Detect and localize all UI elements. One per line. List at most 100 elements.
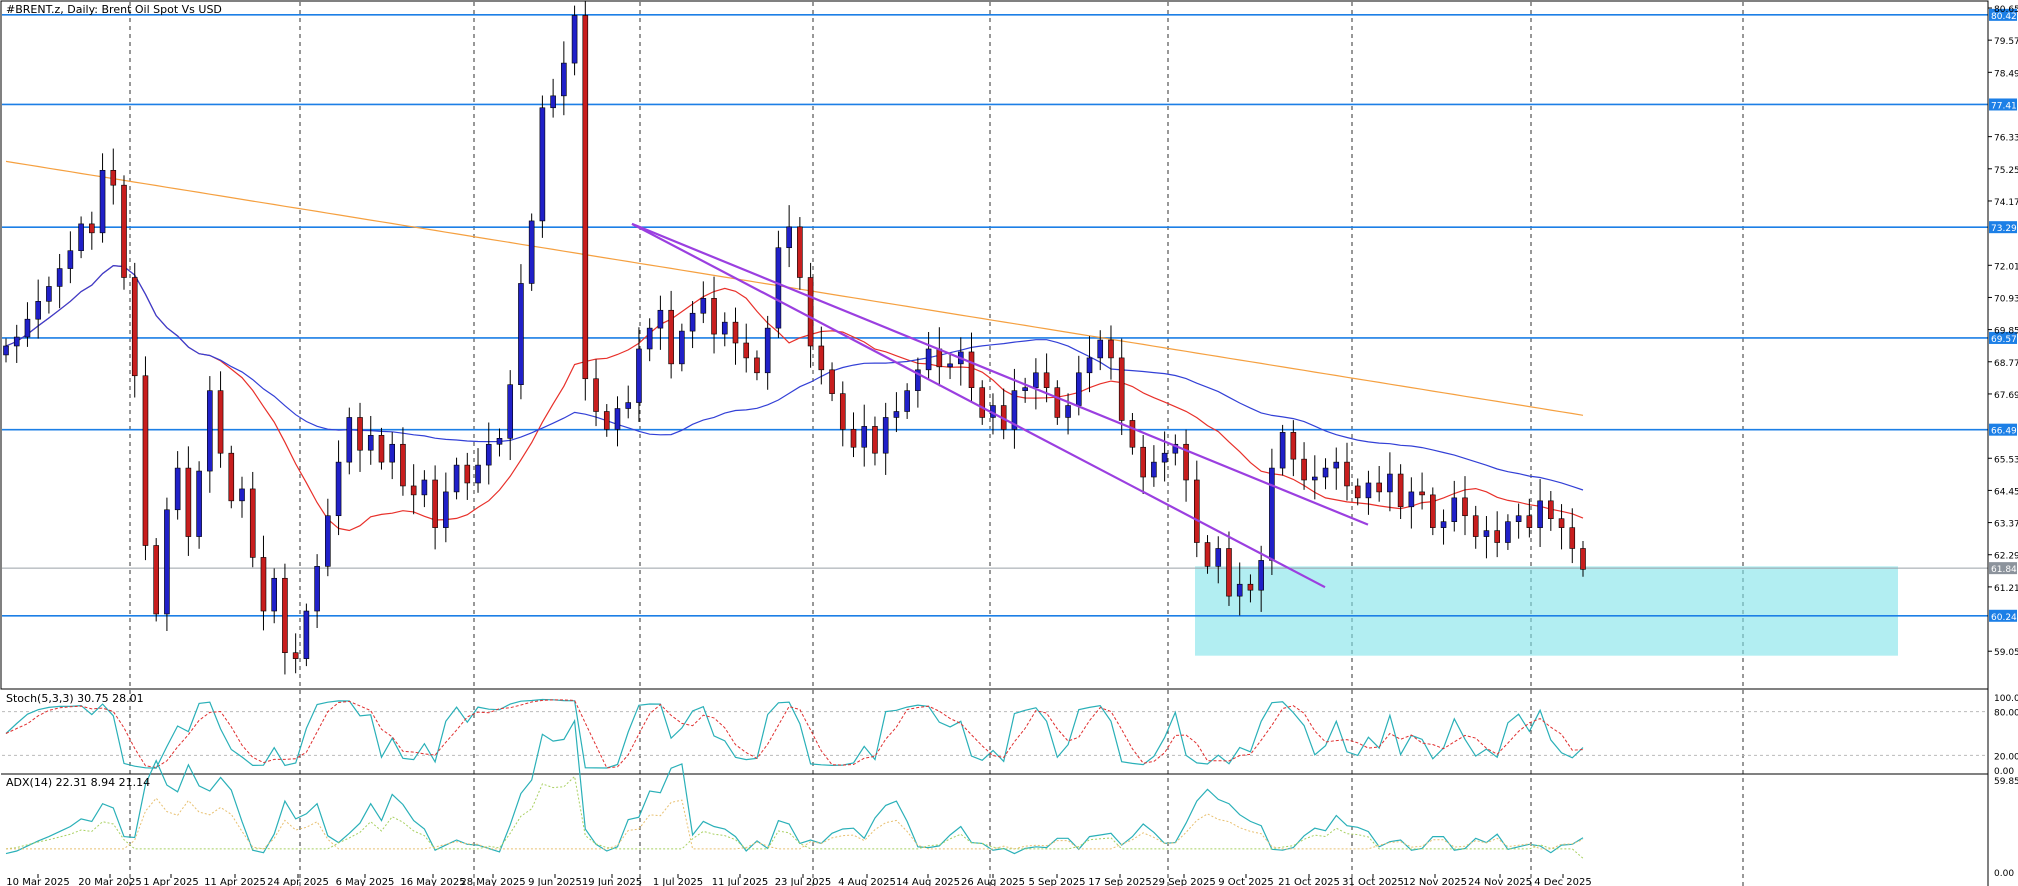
candle-body [1215,548,1222,567]
candle-body [1548,500,1554,520]
candle-body [1269,467,1275,561]
moving-average-line [5,264,1584,532]
candle-body [496,438,503,445]
price-tick-label: 74.17 [1994,198,2018,208]
candle-body [56,268,63,287]
candle-body [389,443,396,463]
time-tick-label: 24 Nov 2025 [1468,877,1532,886]
candle-body [679,330,685,365]
price-tick-label: 62.29 [1994,552,2018,562]
chart-title: #BRENT.z, Daily: Brent Oil Spot Vs USD [6,3,222,16]
candle-body [1226,548,1232,597]
candle-body [1118,357,1125,421]
candle-body [979,387,986,418]
adx-pane[interactable]: 59.850.00 [5,718,2018,879]
candle-body [1344,461,1350,487]
candle-body [1193,479,1200,543]
level-price-label: 77.41 [1991,101,2017,111]
candle-body [475,464,481,484]
adx-tick-label: 59.85 [1994,777,2018,787]
stochastic-pane[interactable]: 100.00 80.00 20.00 0.00 [2,694,2018,777]
candle-body [1494,530,1500,543]
candle-body [357,417,363,451]
candle-body [689,312,696,332]
price-tick-label: 67.69 [1994,391,2018,401]
candle-body [1365,482,1372,499]
candle-body [260,557,267,612]
candle-body [1430,494,1436,528]
candle-body [89,223,95,234]
candle-body [453,464,460,493]
candle-body [1537,500,1543,528]
candle-body [110,169,117,186]
candle-body [550,95,556,109]
candle-body [754,357,760,374]
candle-body [282,577,288,654]
time-tick-label: 1 Apr 2025 [143,877,198,886]
time-axis: 10 Mar 2025 20 Mar 2025 1 Apr 2025 11 Apr 2… [6,874,1592,886]
time-tick-label: 12 Nov 2025 [1403,877,1467,886]
candle-body [625,402,632,409]
candle-body [1301,458,1307,481]
candle-body [1526,515,1533,528]
candle-body [1140,446,1146,478]
level-price-label: 60.24 [1991,613,2017,623]
candle-body [271,577,277,612]
candles [3,0,1586,675]
level-price-label: 69.57 [1991,335,2017,345]
candle-body [1483,530,1490,537]
candle-body [915,369,921,391]
candle-body [239,488,245,502]
stochastic-label: Stoch(5,3,3) 30.75 28.01 [6,692,144,705]
candle-body [174,467,181,511]
candle-body [1408,491,1415,508]
time-tick-label: 24 Apr 2025 [267,877,329,886]
candle-body [443,491,449,528]
level-price-label: 66.49 [1991,427,2017,437]
candle-body [1472,515,1479,537]
candle-body [603,411,610,430]
price-tick-label: 61.21 [1994,584,2018,594]
trendline [631,222,1326,589]
candle-body [67,250,74,269]
time-tick-label: 14 Aug 2025 [896,877,960,886]
candle-body [78,223,84,251]
candle-body [646,327,653,350]
candle-body [1033,372,1039,388]
candle-body [46,286,52,302]
candle-body [968,351,975,388]
price-tick-label: 72.01 [1994,262,2018,272]
price-tick-label: 76.33 [1994,134,2018,144]
candle-body [185,467,192,537]
candle-body [1129,420,1136,448]
candle-body [1247,583,1254,591]
time-tick-label: 29 Sep 2025 [1152,877,1215,886]
candle-body [3,345,9,356]
level-price-label: 73.29 [1991,224,2017,234]
candle-body [925,348,932,371]
price-tick-label: 79.57 [1994,37,2018,47]
price-tick-label: 80.65 [1994,5,2018,15]
candle-body [207,390,213,472]
candle-body [786,226,792,249]
trendline [631,222,1369,526]
moving-average-line [5,160,1584,416]
level-price-label: 80.42 [1991,12,2017,22]
candle-body [485,443,492,466]
candle-body [571,15,578,64]
candle-body [142,375,149,546]
candle-body [839,393,846,430]
candle-body [743,342,750,359]
time-tick-label: 21 Oct 2025 [1278,877,1340,886]
candle-body [528,220,535,284]
last-price-label: 61.84 [1991,565,2017,575]
time-tick-label: 1 Jul 2025 [653,877,703,886]
candle-body [904,390,910,412]
stoch-tick-label: 20.00 [1994,752,2018,762]
time-tick-label: 4 Aug 2025 [838,877,896,886]
candle-body [657,309,664,329]
candle-body [807,277,814,347]
candle-body [732,321,739,344]
candle-body [1376,482,1382,493]
